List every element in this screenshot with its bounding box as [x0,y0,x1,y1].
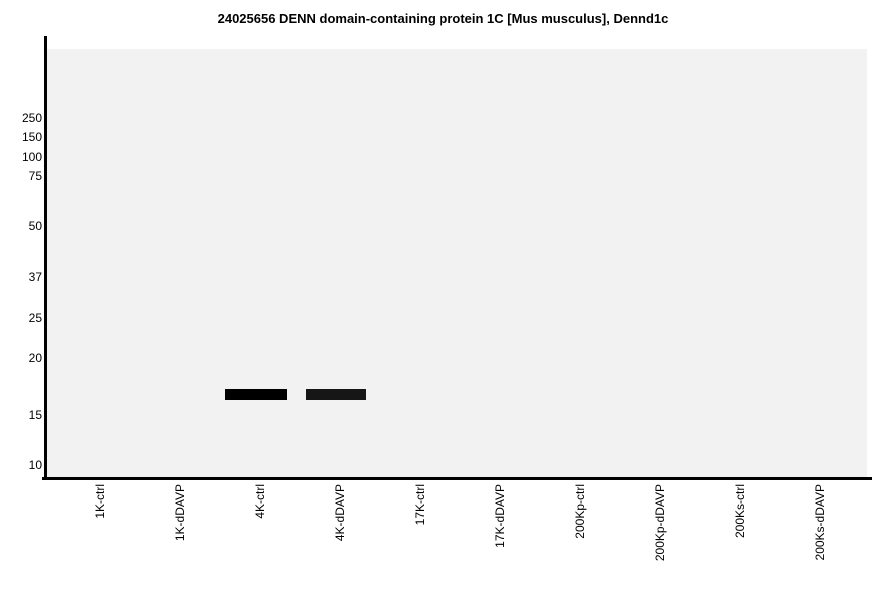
lane-label: 4K-dDAVP [333,484,347,542]
lane-label: 17K-dDAVP [493,484,507,548]
y-tick-label: 37 [28,270,42,284]
y-tick-label: 50 [28,219,42,233]
y-tick-label: 25 [28,311,42,325]
lane-label: 17K-ctrl [413,484,427,526]
lane-label: 4K-ctrl [253,484,267,519]
y-tick-label: 250 [21,111,42,125]
lane-label: 200Kp-ctrl [573,484,587,539]
y-axis-line [44,36,47,480]
protein-band [306,389,366,400]
x-axis-line [42,477,872,480]
y-tick-label: 75 [28,169,42,183]
y-tick-label: 100 [21,150,42,164]
chart-title: 24025656 DENN domain-containing protein … [217,11,669,26]
y-tick-label: 150 [21,130,42,144]
y-tick-label: 15 [28,408,42,422]
lane-label: 1K-dDAVP [173,484,187,542]
plot-area [47,49,867,477]
lane-label: 1K-ctrl [93,484,107,519]
protein-band [225,389,287,400]
y-tick-label: 10 [28,458,42,472]
y-tick-label: 20 [28,351,42,365]
lane-label: 200Ks-dDAVP [813,484,827,561]
lane-label: 200Kp-dDAVP [653,484,667,562]
lane-label: 200Ks-ctrl [733,484,747,539]
